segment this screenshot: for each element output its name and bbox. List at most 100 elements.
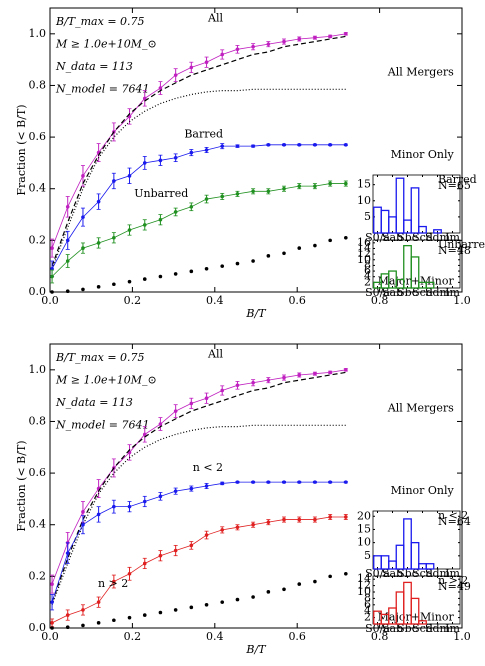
data-point	[173, 409, 178, 413]
data-point	[173, 155, 178, 160]
data-point	[204, 148, 209, 152]
data-point	[344, 515, 348, 519]
histogram-bar	[395, 544, 405, 570]
x-tick-label: 0.2	[124, 630, 142, 643]
y-tick-label: 10	[357, 253, 371, 266]
y-tick-label: 5	[364, 549, 371, 562]
data-point	[266, 254, 271, 258]
data-point	[50, 290, 54, 294]
data-point	[173, 548, 178, 553]
histogram-bar	[410, 597, 420, 625]
x-tick-label: Sbc	[397, 567, 418, 580]
data-point	[313, 243, 317, 248]
data-point	[251, 144, 255, 148]
histogram-bar	[425, 281, 435, 289]
data-point	[112, 579, 116, 584]
data-point	[266, 480, 271, 484]
annotation: M ≥ 1.0e+10M_⊙	[55, 374, 157, 387]
data-point	[127, 174, 132, 178]
x-tick-label: S0/a	[365, 567, 390, 580]
data-point	[127, 571, 132, 576]
data-point	[235, 47, 240, 52]
data-point	[313, 480, 317, 484]
data-point	[282, 587, 286, 592]
data-point	[189, 205, 194, 209]
data-point	[220, 388, 225, 393]
y-tick-label: 5	[364, 210, 371, 223]
data-point	[328, 515, 332, 519]
data-point	[81, 608, 85, 612]
data-point	[204, 396, 209, 401]
data-point	[204, 60, 209, 65]
data-point	[297, 373, 302, 377]
data-point	[50, 600, 54, 604]
data-point	[96, 621, 101, 625]
data-point	[251, 595, 255, 599]
data-point	[50, 626, 54, 630]
x-tick-label: Sbc	[397, 231, 418, 244]
y-tick-label: 12	[357, 247, 371, 260]
data-point	[127, 279, 132, 284]
data-point	[81, 623, 85, 628]
data-point	[313, 371, 317, 376]
data-point	[173, 489, 178, 493]
data-point	[297, 517, 302, 522]
y-tick-label: 14	[357, 241, 371, 254]
histogram-bar	[403, 518, 412, 570]
series-label: Minor Only	[391, 484, 455, 497]
data-point	[251, 522, 255, 527]
y-axis-label: Fraction (< B/T)	[15, 440, 28, 531]
series-line	[51, 516, 346, 624]
data-point	[189, 150, 194, 155]
data-point	[235, 383, 240, 388]
y-tick-label: 0.2	[29, 233, 47, 246]
data-point	[235, 525, 240, 530]
data-point	[328, 574, 332, 579]
y-axis-label: Fraction (< B/T)	[15, 104, 28, 195]
y-tick-label: 15	[357, 178, 371, 191]
data-point	[173, 210, 178, 214]
y-tick-label: 0.8	[29, 414, 47, 427]
data-point	[297, 184, 302, 188]
annotation: M ≥ 1.0e+10M_⊙	[55, 38, 157, 51]
data-point	[297, 480, 302, 484]
inset-count: N=64	[438, 515, 471, 528]
series-label: All	[207, 11, 223, 24]
data-point	[50, 246, 54, 250]
data-point	[235, 480, 240, 484]
y-tick-label: 1.0	[29, 363, 47, 376]
x-tick-label: Im	[445, 231, 460, 244]
data-point	[112, 235, 116, 240]
data-point	[297, 143, 302, 147]
y-tick-label: 0.4	[29, 518, 47, 531]
data-point	[142, 561, 147, 566]
data-point	[189, 486, 194, 491]
data-point	[328, 370, 332, 375]
data-point	[142, 613, 147, 617]
data-point	[235, 192, 240, 196]
data-point	[173, 608, 178, 612]
data-point	[204, 602, 209, 607]
dashed-line	[51, 371, 346, 603]
series-label: Minor Only	[391, 148, 455, 161]
x-tick-label: S0/a	[365, 231, 390, 244]
y-tick-label: 0.4	[29, 182, 47, 195]
data-point	[251, 189, 255, 194]
histogram-bar	[410, 541, 420, 570]
data-point	[112, 504, 116, 509]
y-tick-label: 0.6	[29, 466, 47, 479]
data-point	[282, 39, 286, 44]
data-point	[189, 401, 194, 406]
y-tick-label: 2	[364, 611, 371, 624]
x-tick-label: Scd	[412, 286, 433, 299]
data-point	[50, 582, 54, 586]
y-tick-label: 6	[364, 598, 371, 611]
data-point	[220, 481, 225, 486]
data-point	[344, 181, 348, 186]
data-point	[65, 205, 70, 209]
y-tick-label: 8	[364, 591, 371, 604]
y-tick-label: 2	[364, 275, 371, 288]
series-label: Barred	[184, 128, 223, 141]
data-point	[251, 44, 255, 49]
